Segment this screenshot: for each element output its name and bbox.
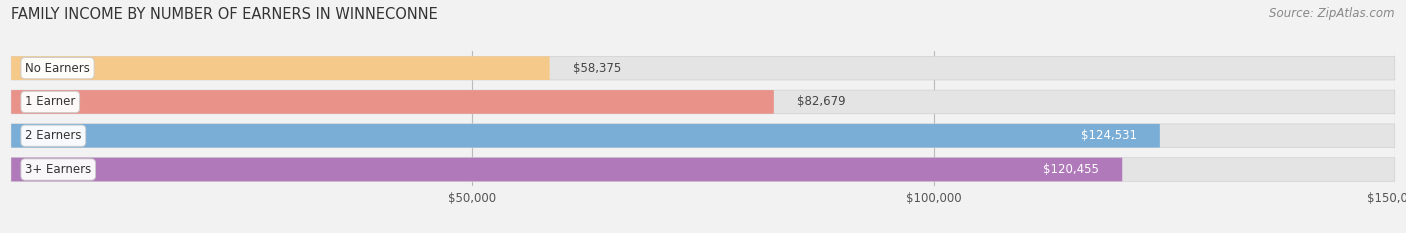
FancyBboxPatch shape	[11, 56, 1395, 80]
Text: $124,531: $124,531	[1081, 129, 1137, 142]
Text: Source: ZipAtlas.com: Source: ZipAtlas.com	[1270, 7, 1395, 20]
Text: No Earners: No Earners	[25, 62, 90, 75]
FancyBboxPatch shape	[11, 158, 1395, 181]
FancyBboxPatch shape	[11, 56, 550, 80]
FancyBboxPatch shape	[11, 124, 1160, 147]
Text: $120,455: $120,455	[1043, 163, 1099, 176]
FancyBboxPatch shape	[11, 124, 1395, 147]
FancyBboxPatch shape	[11, 90, 773, 114]
Text: FAMILY INCOME BY NUMBER OF EARNERS IN WINNECONNE: FAMILY INCOME BY NUMBER OF EARNERS IN WI…	[11, 7, 439, 22]
Text: $58,375: $58,375	[572, 62, 621, 75]
Text: 3+ Earners: 3+ Earners	[25, 163, 91, 176]
FancyBboxPatch shape	[11, 158, 1122, 181]
FancyBboxPatch shape	[11, 90, 1395, 114]
Text: 1 Earner: 1 Earner	[25, 96, 76, 108]
Text: $82,679: $82,679	[797, 96, 845, 108]
Text: 2 Earners: 2 Earners	[25, 129, 82, 142]
